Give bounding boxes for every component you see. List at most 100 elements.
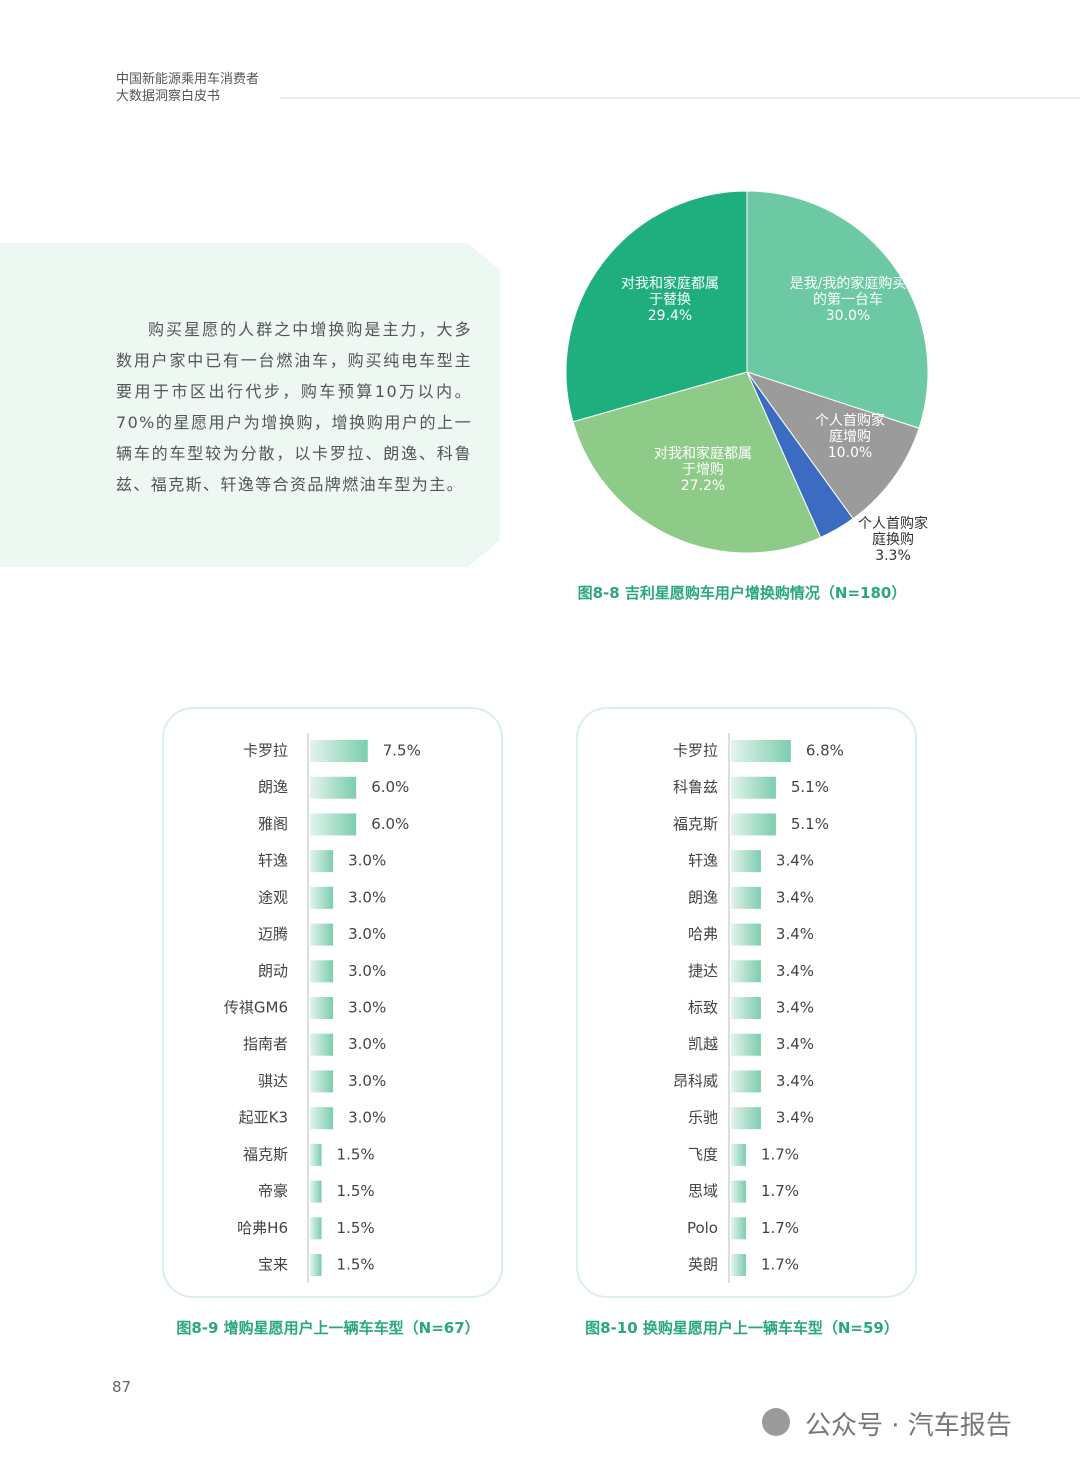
pie-label-value: 29.4%	[647, 308, 693, 324]
bar	[310, 740, 368, 762]
bar-category-label: 科鲁兹	[673, 778, 718, 796]
bar	[731, 776, 776, 799]
bar-value-label: 6.8%	[806, 742, 844, 760]
bar-category-label: 凯越	[688, 1035, 718, 1053]
bar-category-label: 标致	[688, 999, 718, 1017]
bar-value-label: 3.0%	[348, 852, 386, 870]
bar-value-label: 1.5%	[337, 1256, 375, 1274]
bar-category-label: 福克斯	[243, 1145, 288, 1163]
body-paragraph: 购买星愿的人群之中增换购是主力，大多数用户家中已有一台燃油车，购买纯电车型主要用…	[116, 320, 472, 494]
bar-value-label: 3.4%	[776, 999, 814, 1017]
bar-value-label: 1.7%	[761, 1256, 799, 1274]
bar-category-label: 哈弗	[688, 925, 718, 943]
bar	[310, 776, 357, 799]
bar	[731, 1143, 746, 1166]
bar-category-label: 骐达	[258, 1072, 288, 1090]
pie-label-category: 是我/我的家庭购买的第一台车	[789, 276, 907, 308]
pie-label-value: 10.0%	[827, 445, 873, 461]
chart-caption: 图8-10 换购星愿用户上一辆车车型（N=59）	[585, 1319, 899, 1337]
bar-value-label: 3.0%	[348, 1072, 386, 1090]
bar-value-label: 1.7%	[761, 1219, 799, 1237]
bar	[731, 1033, 761, 1056]
bar-value-label: 5.1%	[791, 815, 829, 833]
bar	[310, 923, 334, 946]
bar-value-label: 6.0%	[371, 815, 409, 833]
bar-category-label: 传祺GM6	[224, 999, 288, 1017]
bar-category-label: 思域	[688, 1182, 718, 1200]
pie-label: 个人首购家庭换购 3.3%	[858, 516, 928, 564]
bar	[310, 1217, 322, 1240]
pie-label: 个人首购家庭增购 10.0%	[815, 413, 885, 461]
pie-label-value: 27.2%	[680, 478, 726, 494]
chart-caption: 图8-9 增购星愿用户上一辆车车型（N=67）	[176, 1319, 480, 1337]
bar	[731, 1107, 761, 1130]
pie-label: 对我和家庭都属于增购 27.2%	[651, 446, 756, 494]
text-panel	[0, 243, 500, 567]
bar-category-label: 轩逸	[258, 852, 288, 870]
bar-value-label: 7.5%	[383, 742, 421, 760]
bar	[310, 960, 334, 983]
bar	[731, 886, 761, 909]
bar-value-label: 3.4%	[776, 1109, 814, 1127]
bar-value-label: 3.0%	[348, 925, 386, 943]
bar-value-label: 6.0%	[371, 778, 409, 796]
bar-value-label: 1.7%	[761, 1145, 799, 1163]
bar-category-label: 英朗	[688, 1256, 718, 1274]
bar	[310, 886, 334, 909]
bar	[310, 850, 334, 873]
pie-label-value: 30.0%	[825, 308, 871, 324]
bar	[731, 850, 761, 873]
pie-label-category: 个人首购家庭换购	[858, 516, 928, 548]
bar-value-label: 1.7%	[761, 1182, 799, 1200]
bar	[731, 813, 776, 836]
bar	[310, 997, 334, 1019]
bar	[310, 1254, 322, 1276]
chart-caption: 图8-8 吉利星愿购车用户增换购情况（N=180）	[577, 584, 907, 602]
bar-category-label: 迈腾	[258, 925, 288, 943]
bar-value-label: 3.0%	[348, 1035, 386, 1053]
header-line: 中国新能源乘用车消费者	[116, 72, 260, 87]
pie-slice	[572, 371, 822, 554]
bar	[731, 1254, 746, 1276]
page-number: 87	[112, 1378, 132, 1396]
bar-value-label: 3.0%	[348, 962, 386, 980]
bar	[731, 1217, 746, 1240]
bar-category-label: 卡罗拉	[673, 742, 718, 760]
bar	[310, 1033, 334, 1056]
bar-category-label: 雅阁	[258, 815, 288, 833]
header-line: 大数据洞察白皮书	[116, 89, 221, 104]
bar-value-label: 1.5%	[337, 1145, 375, 1163]
bar-category-label: 指南者	[243, 1035, 288, 1053]
pie-label-value: 3.3%	[875, 548, 911, 564]
bar-category-label: 帝豪	[258, 1182, 288, 1200]
bar	[731, 997, 761, 1019]
bar-category-label: 宝来	[258, 1256, 288, 1274]
bar-category-label: 轩逸	[688, 852, 718, 870]
bar	[310, 1180, 322, 1203]
pie-label-category: 对我和家庭都属于增购	[654, 446, 752, 478]
bar-category-label: 乐驰	[688, 1109, 718, 1127]
bar-category-label: 卡罗拉	[243, 742, 288, 760]
bar	[731, 1070, 761, 1093]
bar	[310, 813, 357, 836]
bar-category-label: 起亚K3	[239, 1109, 288, 1127]
bar-value-label: 3.0%	[348, 888, 386, 906]
bar-value-label: 3.4%	[776, 888, 814, 906]
bar-value-label: 1.5%	[337, 1182, 375, 1200]
watermark: 公众号 · 汽车报告	[805, 1411, 1012, 1441]
pie-slice	[565, 190, 748, 423]
bar-value-label: 3.4%	[776, 962, 814, 980]
bar-value-label: 1.5%	[337, 1219, 375, 1237]
bar-category-label: 朗逸	[688, 888, 718, 906]
bar	[310, 1107, 334, 1130]
bar	[310, 1143, 322, 1166]
bar-category-label: 朗逸	[258, 778, 288, 796]
pie-slice	[745, 371, 920, 520]
bar-value-label: 3.4%	[776, 1072, 814, 1090]
bar-category-label: 朗动	[258, 962, 288, 980]
bar-value-label: 3.4%	[776, 925, 814, 943]
bar-value-label: 3.4%	[776, 1035, 814, 1053]
bar-category-label: 捷达	[688, 962, 718, 980]
pie-label: 对我和家庭都属于替换 29.4%	[618, 276, 723, 324]
